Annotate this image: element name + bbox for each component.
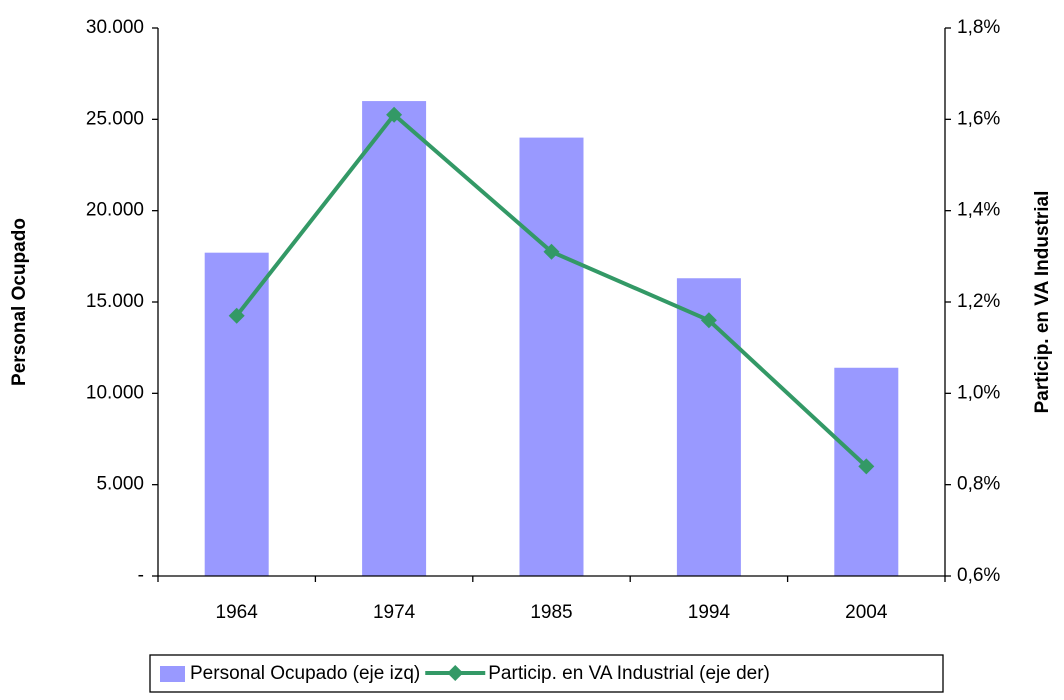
marker <box>700 312 717 329</box>
legend-marker <box>447 665 464 681</box>
y2-tick-label: 1,8% <box>957 17 1000 38</box>
y-tick-label: 5.000 <box>96 474 144 495</box>
y2-axis-title: Particip. en VA Industrial <box>1032 191 1053 414</box>
y2-tick-label: 1,2% <box>957 291 1000 312</box>
y-tick-label: 30.000 <box>86 17 144 38</box>
bar <box>204 252 269 576</box>
marker <box>858 458 875 475</box>
y2-tick-label: 1,0% <box>957 382 1000 403</box>
y2-tick-label: 0,8% <box>957 474 1000 495</box>
marker <box>543 243 560 260</box>
marker <box>228 307 245 324</box>
x-tick-label: 1985 <box>530 602 572 623</box>
y2-tick-label: 1,6% <box>957 108 1000 129</box>
x-tick-label: 1974 <box>373 602 416 623</box>
legend-label: Particip. en VA Industrial (eje der) <box>488 663 770 684</box>
legend-box <box>149 654 944 693</box>
y-tick-label: - <box>138 565 144 586</box>
legend-swatch <box>160 666 185 682</box>
x-tick-label: 2004 <box>845 602 888 623</box>
x-tick-label: 1994 <box>688 602 731 623</box>
y-tick-label: 15.000 <box>86 291 144 312</box>
y-tick-label: 25.000 <box>86 108 144 129</box>
y-tick-label: 20.000 <box>86 200 144 221</box>
y-tick-label: 10.000 <box>86 382 144 403</box>
y2-tick-label: 0,6% <box>957 565 1000 586</box>
bar <box>519 137 584 576</box>
bar <box>362 101 427 577</box>
x-tick-label: 1964 <box>216 602 259 623</box>
marker <box>386 106 403 123</box>
y-axis-title: Personal Ocupado <box>9 218 30 386</box>
y2-tick-label: 1,4% <box>957 200 1000 221</box>
legend-label: Personal Ocupado (eje izq) <box>190 663 420 684</box>
